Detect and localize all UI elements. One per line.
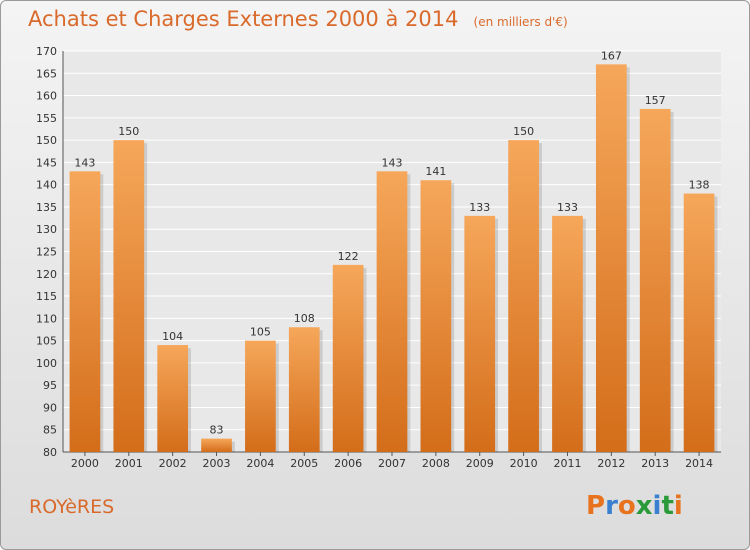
- x-tick-label: 2011: [553, 457, 581, 470]
- x-tick-label: 2010: [510, 457, 538, 470]
- logo-letter: i: [673, 491, 683, 521]
- x-tick-label: 2012: [597, 457, 625, 470]
- y-tick-label: 135: [36, 201, 57, 214]
- logo-letter: i: [652, 491, 662, 521]
- y-tick-label: 100: [36, 357, 57, 370]
- data-label-2012: 167: [601, 49, 622, 62]
- y-tick-label: 90: [43, 401, 57, 414]
- y-tick-label: 110: [36, 312, 57, 325]
- bar-2009: [464, 215, 496, 452]
- bar-2011: [552, 215, 583, 452]
- bar-2012: [595, 64, 627, 452]
- proxiti-logo: Proxiti: [586, 491, 683, 521]
- x-tick-label: 2002: [159, 457, 187, 470]
- y-tick-label: 140: [36, 179, 57, 192]
- bar-2013: [639, 108, 671, 452]
- logo-letter: o: [617, 491, 636, 521]
- x-tick-label: 2009: [466, 457, 494, 470]
- y-tick-label: 85: [43, 424, 57, 437]
- bar-2003: [201, 438, 232, 452]
- x-tick-label: 2013: [641, 457, 669, 470]
- bar-2002: [157, 345, 189, 452]
- y-tick-label: 165: [36, 67, 57, 80]
- chart-title: Achats et Charges Externes 2000 à 2014: [28, 7, 459, 31]
- y-tick-label: 130: [36, 223, 57, 236]
- bar-2010: [508, 140, 539, 452]
- data-label-2000: 143: [74, 156, 95, 169]
- y-tick-label: 125: [36, 246, 57, 259]
- bar-2014: [683, 193, 715, 453]
- logo-letter: r: [605, 491, 618, 521]
- bar-2007: [376, 171, 408, 453]
- title-row: Achats et Charges Externes 2000 à 2014 (…: [28, 7, 568, 31]
- data-label-2007: 143: [382, 156, 403, 169]
- bar-2005: [288, 327, 320, 452]
- x-tick-label: 2004: [246, 457, 274, 470]
- data-label-2013: 157: [645, 94, 666, 107]
- bar-2001: [113, 140, 145, 452]
- chart-subtitle: (en milliers d'€): [473, 15, 568, 29]
- data-label-2004: 105: [250, 326, 271, 339]
- data-label-2008: 141: [425, 165, 446, 178]
- y-tick-label: 115: [36, 290, 57, 303]
- y-tick-label: 170: [36, 45, 57, 58]
- y-tick-label: 95: [43, 379, 57, 392]
- bars: [69, 64, 718, 453]
- x-tick-label: 2003: [203, 457, 231, 470]
- data-labels: 143 150 104 83 105 108 122 143 141 133 150 133 167 15…: [74, 49, 709, 436]
- commune-name: ROYèRES: [29, 496, 115, 518]
- y-tick-label: 160: [36, 90, 57, 103]
- data-label-2006: 122: [338, 250, 359, 263]
- bar-2000: [69, 171, 101, 453]
- data-label-2011: 133: [557, 201, 578, 214]
- bar-2004: [245, 340, 276, 452]
- data-label-2001: 150: [118, 125, 139, 138]
- data-label-2010: 150: [513, 125, 534, 138]
- y-tick-label: 80: [43, 446, 57, 459]
- data-label-2009: 133: [469, 201, 490, 214]
- x-tick-label: 2000: [71, 457, 99, 470]
- x-tick-label: 2005: [290, 457, 318, 470]
- x-tick-label: 2001: [115, 457, 143, 470]
- data-label-2005: 108: [294, 312, 315, 325]
- data-label-2003: 83: [210, 424, 224, 437]
- y-tick-label: 150: [36, 134, 57, 147]
- logo-letter: t: [661, 491, 674, 521]
- data-label-2014: 138: [689, 179, 710, 192]
- y-tick-label: 155: [36, 112, 57, 125]
- logo-letter: P: [586, 491, 606, 521]
- y-tick-label: 145: [36, 156, 57, 169]
- x-tick-label: 2008: [422, 457, 450, 470]
- x-tick-label: 2007: [378, 457, 406, 470]
- logo-letter: x: [635, 491, 653, 521]
- x-tick-label: 2014: [685, 457, 713, 470]
- y-tick-label: 105: [36, 335, 57, 348]
- x-tick-label: 2006: [334, 457, 362, 470]
- bar-2008: [420, 180, 452, 452]
- y-tick-label: 120: [36, 268, 57, 281]
- bar-2006: [332, 264, 364, 452]
- data-label-2002: 104: [162, 330, 183, 343]
